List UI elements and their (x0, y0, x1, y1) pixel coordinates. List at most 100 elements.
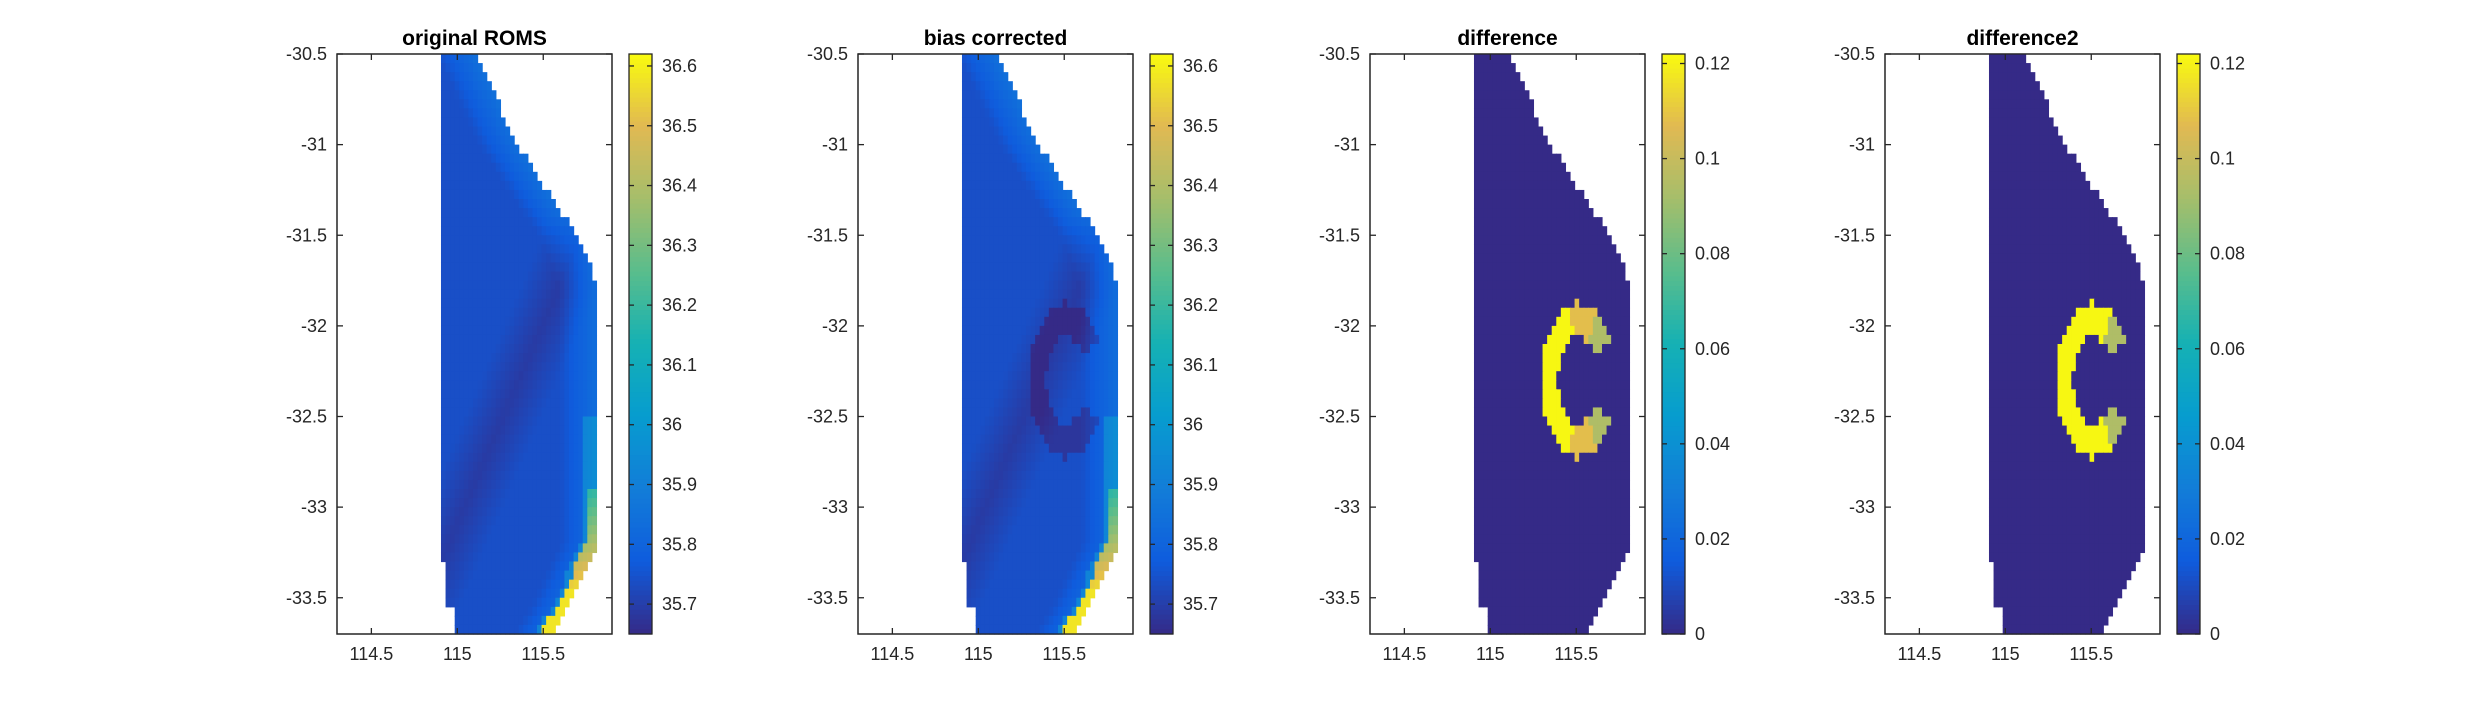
heatmap-cell (500, 126, 506, 137)
heatmap-cell (1039, 289, 1045, 300)
heatmap-cell (504, 244, 511, 254)
heatmap-cell (1071, 298, 1077, 309)
heatmap-cell (971, 307, 977, 318)
heatmap-cell (1112, 307, 1119, 318)
heatmap-cell (1071, 624, 1077, 635)
colorbar-segment (629, 373, 652, 379)
heatmap-cell (555, 244, 561, 254)
heatmap-cell (1090, 316, 1096, 327)
heatmap-cell (1487, 235, 1493, 245)
heatmap-cell (1528, 153, 1535, 164)
heatmap-cell (450, 72, 456, 82)
heatmap-cell (1542, 344, 1548, 354)
heatmap-cell (504, 371, 511, 381)
heatmap-cell (459, 235, 465, 245)
heatmap-cell (1012, 470, 1018, 481)
heatmap-cell (1496, 407, 1503, 418)
heatmap-cell (1483, 280, 1489, 291)
heatmap-cell (980, 235, 986, 245)
colorbar-segment (1150, 334, 1173, 340)
heatmap-cell (1099, 289, 1105, 300)
heatmap-cell (1611, 316, 1617, 327)
heatmap-cell (1099, 271, 1105, 282)
heatmap-cell (523, 443, 529, 454)
heatmap-cell (1487, 171, 1493, 182)
heatmap-cell (569, 498, 575, 508)
heatmap-cell (546, 479, 552, 490)
heatmap-cell (1501, 262, 1507, 273)
heatmap-cell (573, 316, 579, 327)
heatmap-cell (989, 561, 995, 572)
heatmap-cell (486, 235, 492, 245)
heatmap-cell (1057, 452, 1064, 463)
heatmap-cell (1030, 298, 1036, 309)
heatmap-cell (518, 235, 524, 245)
heatmap-cell (1094, 362, 1100, 372)
heatmap-cell (1099, 362, 1105, 372)
heatmap-cell (1080, 380, 1087, 390)
heatmap-cell (1528, 226, 1535, 236)
heatmap-cell (966, 81, 972, 91)
heatmap-cell (541, 443, 547, 454)
heatmap-cell (454, 507, 460, 517)
heatmap-cell (975, 280, 981, 291)
colorbar-tick-label: 35.8 (662, 534, 697, 554)
heatmap-cell (1030, 344, 1036, 354)
heatmap-cell (482, 108, 488, 119)
heatmap-cell (1007, 325, 1013, 336)
heatmap-cell (1560, 199, 1567, 209)
heatmap-cell (477, 226, 483, 236)
heatmap-cell (482, 452, 488, 463)
heatmap-cell (486, 316, 492, 327)
heatmap-cell (495, 235, 502, 245)
heatmap-cell (1473, 117, 1480, 128)
heatmap-cell (1012, 489, 1018, 499)
colorbar-segment (1150, 276, 1173, 282)
heatmap-cell (975, 271, 981, 282)
heatmap-cell (1560, 380, 1567, 390)
heatmap-cell (1505, 407, 1512, 418)
heatmap-cell (1044, 289, 1050, 300)
heatmap-cell (1021, 271, 1027, 282)
heatmap-cell (1501, 99, 1507, 109)
heatmap-cell (555, 280, 561, 291)
heatmap-cell (1016, 479, 1023, 490)
heatmap-cell (966, 217, 972, 227)
heatmap-cell (500, 244, 506, 254)
heatmap-cell (504, 380, 511, 390)
colorbar-segment (1150, 170, 1173, 176)
heatmap-cell (980, 226, 986, 236)
heatmap-cell (1103, 561, 1109, 572)
heatmap-cell (541, 461, 547, 472)
heatmap-cell (450, 498, 456, 508)
heatmap-cell (559, 597, 566, 608)
heatmap-cell (1588, 371, 1594, 381)
heatmap-cell (966, 298, 972, 309)
heatmap-cell (1483, 353, 1489, 363)
heatmap-cell (440, 99, 447, 109)
heatmap-cell (587, 298, 593, 309)
heatmap-cell (961, 81, 968, 91)
heatmap-cell (1478, 353, 1484, 363)
heatmap-cell (569, 298, 575, 309)
heatmap-cell (966, 561, 972, 572)
heatmap-cell (477, 380, 483, 390)
heatmap-cell (980, 371, 986, 381)
heatmap-cell (587, 543, 593, 554)
heatmap-cell (1551, 389, 1557, 399)
heatmap-cell (518, 325, 524, 336)
heatmap-cell (518, 153, 524, 164)
heatmap-cell (482, 624, 488, 635)
heatmap-cell (1560, 217, 1567, 227)
heatmap-cell (1016, 262, 1023, 273)
heatmap-cell (500, 153, 506, 164)
heatmap-cell (1551, 398, 1557, 409)
heatmap-cell (1487, 63, 1493, 73)
heatmap-cell (1053, 371, 1059, 381)
heatmap-cell (514, 407, 520, 418)
heatmap-cell (1016, 307, 1023, 318)
heatmap-cell (1551, 316, 1557, 327)
heatmap-cell (491, 425, 497, 436)
heatmap-cell (1606, 380, 1612, 390)
heatmap-cell (1030, 570, 1036, 581)
